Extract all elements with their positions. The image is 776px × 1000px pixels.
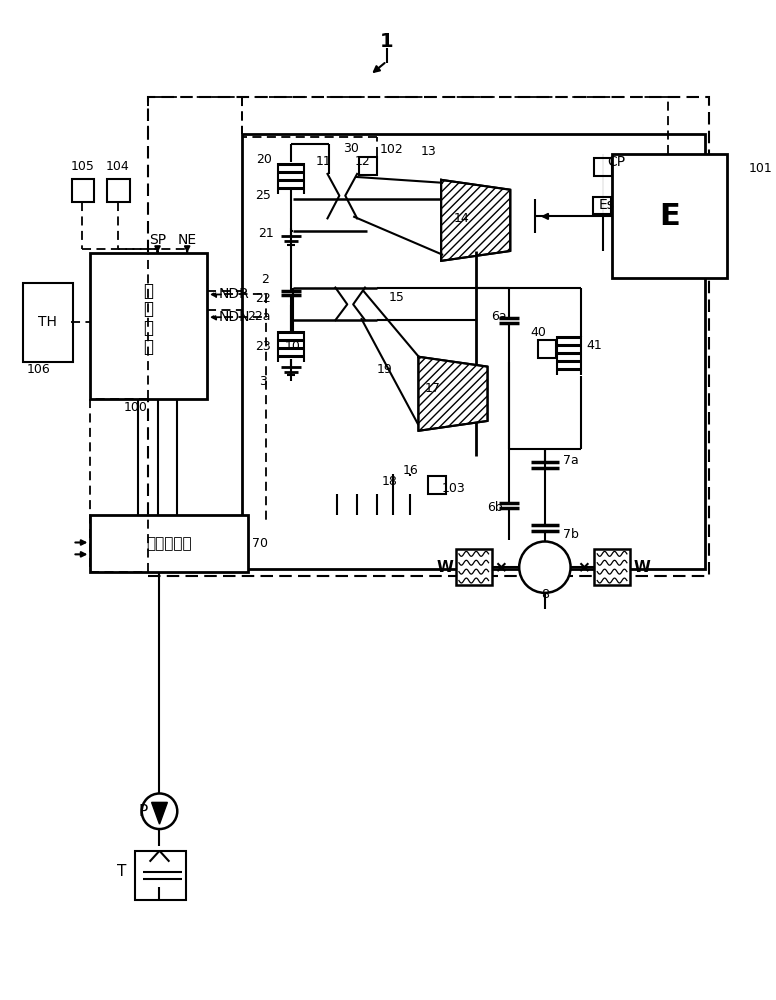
Bar bbox=[428, 476, 446, 494]
Text: W: W bbox=[634, 560, 651, 575]
Text: 22a: 22a bbox=[248, 310, 271, 323]
Text: 22: 22 bbox=[255, 292, 271, 305]
Text: 101: 101 bbox=[748, 162, 772, 175]
Text: P: P bbox=[138, 804, 147, 819]
Text: 16: 16 bbox=[403, 464, 418, 477]
Text: 25: 25 bbox=[255, 189, 271, 202]
Text: 13: 13 bbox=[421, 145, 436, 158]
Text: 8: 8 bbox=[541, 588, 549, 601]
Text: 41: 41 bbox=[587, 339, 602, 352]
Text: 30: 30 bbox=[343, 142, 359, 155]
Polygon shape bbox=[418, 357, 487, 431]
Text: 15: 15 bbox=[389, 291, 404, 304]
Bar bbox=[456, 549, 491, 585]
Text: 21: 21 bbox=[258, 227, 274, 240]
Text: 控: 控 bbox=[144, 282, 154, 300]
Circle shape bbox=[519, 542, 570, 593]
Polygon shape bbox=[441, 180, 511, 261]
Bar bbox=[594, 549, 630, 585]
Text: T: T bbox=[117, 864, 126, 879]
Text: 1: 1 bbox=[380, 32, 393, 51]
Text: 106: 106 bbox=[27, 363, 50, 376]
Bar bbox=[23, 283, 72, 362]
Bar bbox=[147, 97, 709, 576]
Bar bbox=[594, 158, 612, 176]
Text: 103: 103 bbox=[442, 482, 466, 495]
Text: NE: NE bbox=[178, 233, 197, 247]
Text: 40: 40 bbox=[530, 326, 546, 339]
Text: 70: 70 bbox=[252, 537, 268, 550]
Text: 102: 102 bbox=[379, 143, 404, 156]
Circle shape bbox=[142, 793, 177, 829]
Bar bbox=[90, 253, 207, 399]
Bar bbox=[107, 179, 130, 202]
Bar bbox=[359, 157, 377, 175]
Text: CP: CP bbox=[607, 155, 625, 169]
Text: SP: SP bbox=[149, 233, 166, 247]
Bar bbox=[622, 164, 718, 221]
Text: 单: 单 bbox=[144, 319, 154, 337]
Text: NDN: NDN bbox=[219, 310, 251, 324]
Text: NDR: NDR bbox=[219, 287, 250, 301]
Bar bbox=[71, 179, 94, 202]
Bar bbox=[135, 851, 186, 900]
Text: 17: 17 bbox=[424, 382, 440, 395]
Text: 6b: 6b bbox=[487, 501, 504, 514]
Text: 2: 2 bbox=[262, 273, 269, 286]
Text: 元: 元 bbox=[144, 338, 154, 356]
Bar bbox=[538, 340, 556, 358]
Bar bbox=[612, 154, 726, 278]
Text: Es: Es bbox=[598, 198, 614, 212]
Text: 10: 10 bbox=[285, 340, 301, 353]
Text: 18: 18 bbox=[382, 475, 397, 488]
Text: 19: 19 bbox=[377, 363, 393, 376]
Text: 11: 11 bbox=[316, 155, 331, 168]
Text: 制: 制 bbox=[144, 300, 154, 318]
Text: 变速控制阀: 变速控制阀 bbox=[147, 536, 192, 551]
Text: 3: 3 bbox=[259, 375, 267, 388]
Text: 7b: 7b bbox=[563, 528, 579, 541]
Text: 6a: 6a bbox=[492, 310, 508, 323]
Text: 20: 20 bbox=[256, 153, 272, 166]
Text: W: W bbox=[436, 560, 453, 575]
Text: 12: 12 bbox=[354, 155, 370, 168]
Bar bbox=[242, 134, 705, 569]
Text: TH: TH bbox=[38, 315, 57, 329]
Text: E: E bbox=[659, 202, 680, 231]
Text: 105: 105 bbox=[71, 160, 95, 173]
Text: 7a: 7a bbox=[563, 454, 578, 467]
Text: 14: 14 bbox=[454, 212, 469, 225]
Text: 23: 23 bbox=[255, 340, 271, 353]
Text: 104: 104 bbox=[106, 160, 130, 173]
Bar bbox=[90, 515, 248, 572]
Text: 100: 100 bbox=[124, 401, 147, 414]
Bar bbox=[594, 197, 611, 214]
Polygon shape bbox=[151, 802, 168, 824]
